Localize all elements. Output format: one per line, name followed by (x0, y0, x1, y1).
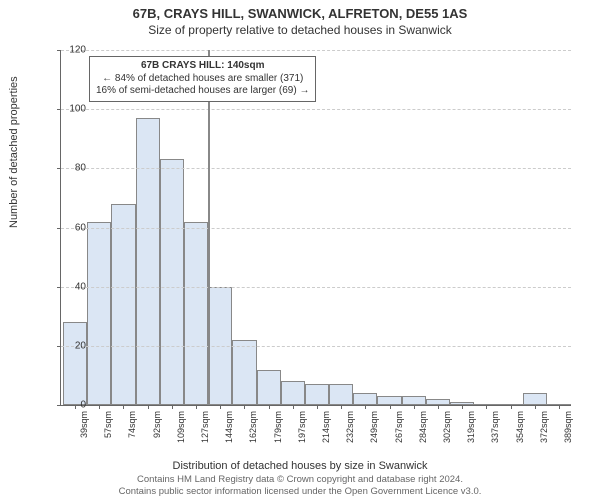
x-tick-mark (414, 405, 415, 409)
grid-line (61, 109, 571, 110)
x-tick-label: 337sqm (490, 411, 500, 461)
x-tick-mark (486, 405, 487, 409)
x-tick-mark (269, 405, 270, 409)
bar (184, 222, 208, 405)
footer-line-2: Contains public sector information licen… (0, 486, 600, 497)
grid-line (61, 346, 571, 347)
x-tick-label: 57sqm (103, 411, 113, 461)
y-tick-label: 60 (56, 222, 86, 233)
x-tick-mark (148, 405, 149, 409)
x-tick-label: 372sqm (539, 411, 549, 461)
x-tick-mark (390, 405, 391, 409)
x-tick-mark (535, 405, 536, 409)
y-tick-label: 120 (56, 45, 86, 56)
chart-container: { "title": "67B, CRAYS HILL, SWANWICK, A… (0, 0, 600, 500)
annotation-box: 67B CRAYS HILL: 140sqm← 84% of detached … (89, 56, 316, 102)
bar (257, 370, 281, 406)
x-tick-mark (365, 405, 366, 409)
x-tick-label: 302sqm (442, 411, 452, 461)
annotation-line: 16% of semi-detached houses are larger (… (96, 85, 309, 98)
x-tick-mark (511, 405, 512, 409)
x-tick-mark (341, 405, 342, 409)
x-tick-mark (559, 405, 560, 409)
x-tick-label: 127sqm (200, 411, 210, 461)
y-tick-label: 100 (56, 104, 86, 115)
x-tick-label: 92sqm (152, 411, 162, 461)
grid-line (61, 50, 571, 51)
x-tick-label: 197sqm (297, 411, 307, 461)
plot-area: 39sqm57sqm74sqm92sqm109sqm127sqm144sqm16… (60, 50, 571, 406)
chart-title: 67B, CRAYS HILL, SWANWICK, ALFRETON, DE5… (0, 0, 600, 21)
x-tick-mark (293, 405, 294, 409)
bar (305, 384, 329, 405)
bar (329, 384, 353, 405)
x-tick-label: 267sqm (394, 411, 404, 461)
y-tick-label: 0 (56, 400, 86, 411)
annotation-line: 67B CRAYS HILL: 140sqm (96, 60, 309, 73)
bar (523, 393, 547, 405)
x-tick-mark (438, 405, 439, 409)
bar (402, 396, 426, 405)
x-tick-label: 179sqm (273, 411, 283, 461)
x-tick-label: 74sqm (127, 411, 137, 461)
x-tick-label: 39sqm (79, 411, 89, 461)
x-tick-label: 249sqm (369, 411, 379, 461)
x-tick-mark (172, 405, 173, 409)
x-tick-mark (99, 405, 100, 409)
marker-line (208, 50, 210, 405)
x-tick-label: 109sqm (176, 411, 186, 461)
x-tick-mark (123, 405, 124, 409)
x-tick-label: 354sqm (515, 411, 525, 461)
x-tick-mark (244, 405, 245, 409)
y-tick-label: 40 (56, 281, 86, 292)
x-tick-mark (196, 405, 197, 409)
bar (111, 204, 135, 405)
x-tick-mark (220, 405, 221, 409)
x-tick-mark (462, 405, 463, 409)
x-tick-label: 162sqm (248, 411, 258, 461)
bar (232, 340, 256, 405)
chart-footer: Contains HM Land Registry data © Crown c… (0, 474, 600, 497)
y-tick-label: 80 (56, 163, 86, 174)
bar (353, 393, 377, 405)
x-tick-label: 144sqm (224, 411, 234, 461)
grid-line (61, 287, 571, 288)
bar (136, 118, 160, 405)
x-axis-label: Distribution of detached houses by size … (0, 460, 600, 472)
grid-line (61, 228, 571, 229)
x-tick-label: 284sqm (418, 411, 428, 461)
annotation-line: ← 84% of detached houses are smaller (37… (96, 73, 309, 86)
bar (377, 396, 401, 405)
footer-line-1: Contains HM Land Registry data © Crown c… (0, 474, 600, 485)
x-tick-mark (317, 405, 318, 409)
bar (63, 322, 87, 405)
bar (281, 381, 305, 405)
grid-line (61, 168, 571, 169)
x-tick-label: 232sqm (345, 411, 355, 461)
x-tick-label: 214sqm (321, 411, 331, 461)
y-axis-label: Number of detached properties (8, 76, 20, 228)
bar (87, 222, 111, 405)
x-tick-label: 389sqm (563, 411, 573, 461)
chart-subtitle: Size of property relative to detached ho… (0, 21, 600, 37)
bar (160, 159, 184, 405)
x-tick-label: 319sqm (466, 411, 476, 461)
y-tick-label: 20 (56, 340, 86, 351)
